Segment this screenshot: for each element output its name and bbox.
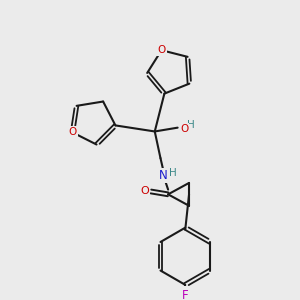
Text: H: H [187,120,195,130]
Text: H: H [169,168,177,178]
Text: O: O [158,45,166,55]
Text: N: N [159,169,168,182]
Text: O: O [180,124,188,134]
Text: O: O [140,187,149,196]
Text: O: O [68,128,76,137]
Text: F: F [182,289,189,300]
